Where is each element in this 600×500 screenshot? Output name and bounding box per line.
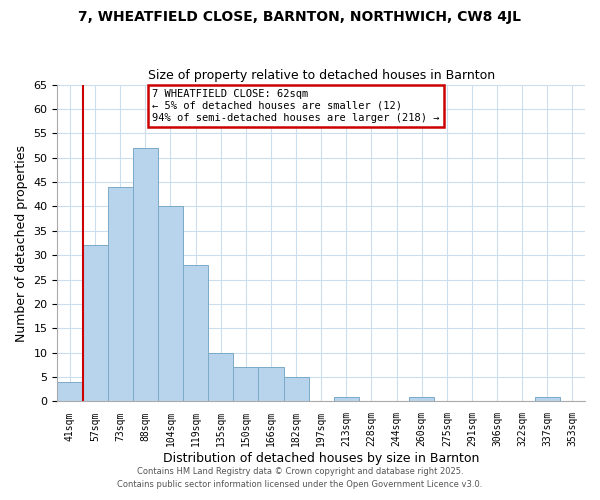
Bar [284, 377, 308, 402]
Bar [133, 148, 158, 402]
Bar [334, 396, 359, 402]
Text: Contains HM Land Registry data © Crown copyright and database right 2025.
Contai: Contains HM Land Registry data © Crown c… [118, 468, 482, 489]
Bar [158, 206, 183, 402]
Bar [259, 368, 284, 402]
Title: Size of property relative to detached houses in Barnton: Size of property relative to detached ho… [148, 69, 495, 82]
Bar [183, 265, 208, 402]
Bar [107, 187, 133, 402]
Text: 7 WHEATFIELD CLOSE: 62sqm
← 5% of detached houses are smaller (12)
94% of semi-d: 7 WHEATFIELD CLOSE: 62sqm ← 5% of detach… [152, 90, 440, 122]
Bar [83, 246, 107, 402]
X-axis label: Distribution of detached houses by size in Barnton: Distribution of detached houses by size … [163, 452, 479, 465]
Bar [208, 352, 233, 402]
Bar [535, 396, 560, 402]
Bar [233, 368, 259, 402]
Bar [58, 382, 83, 402]
Text: 7, WHEATFIELD CLOSE, BARNTON, NORTHWICH, CW8 4JL: 7, WHEATFIELD CLOSE, BARNTON, NORTHWICH,… [79, 10, 521, 24]
Bar [409, 396, 434, 402]
Y-axis label: Number of detached properties: Number of detached properties [15, 144, 28, 342]
